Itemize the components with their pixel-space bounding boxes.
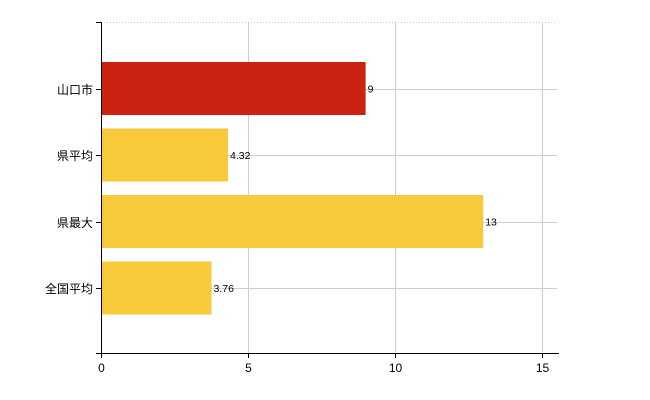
data-label: 13 xyxy=(485,217,497,229)
x-tick-label: 0 xyxy=(98,361,105,375)
x-tick-label: 10 xyxy=(389,361,403,375)
category-label: 山口市 xyxy=(57,82,93,97)
category-label: 県最大 xyxy=(57,216,93,230)
bars xyxy=(101,62,484,315)
category-label: 県平均 xyxy=(57,149,93,163)
bar xyxy=(101,261,212,315)
category-label: 全国平均 xyxy=(45,281,93,296)
bar xyxy=(101,128,229,182)
data-label: 3.76 xyxy=(214,283,235,295)
x-tick-label: 15 xyxy=(536,361,550,375)
data-label: 9 xyxy=(368,84,374,96)
data-label: 4.32 xyxy=(230,150,251,162)
axes xyxy=(96,22,559,358)
bar xyxy=(101,195,484,248)
bar xyxy=(101,62,366,115)
x-tick-label: 5 xyxy=(245,361,252,375)
